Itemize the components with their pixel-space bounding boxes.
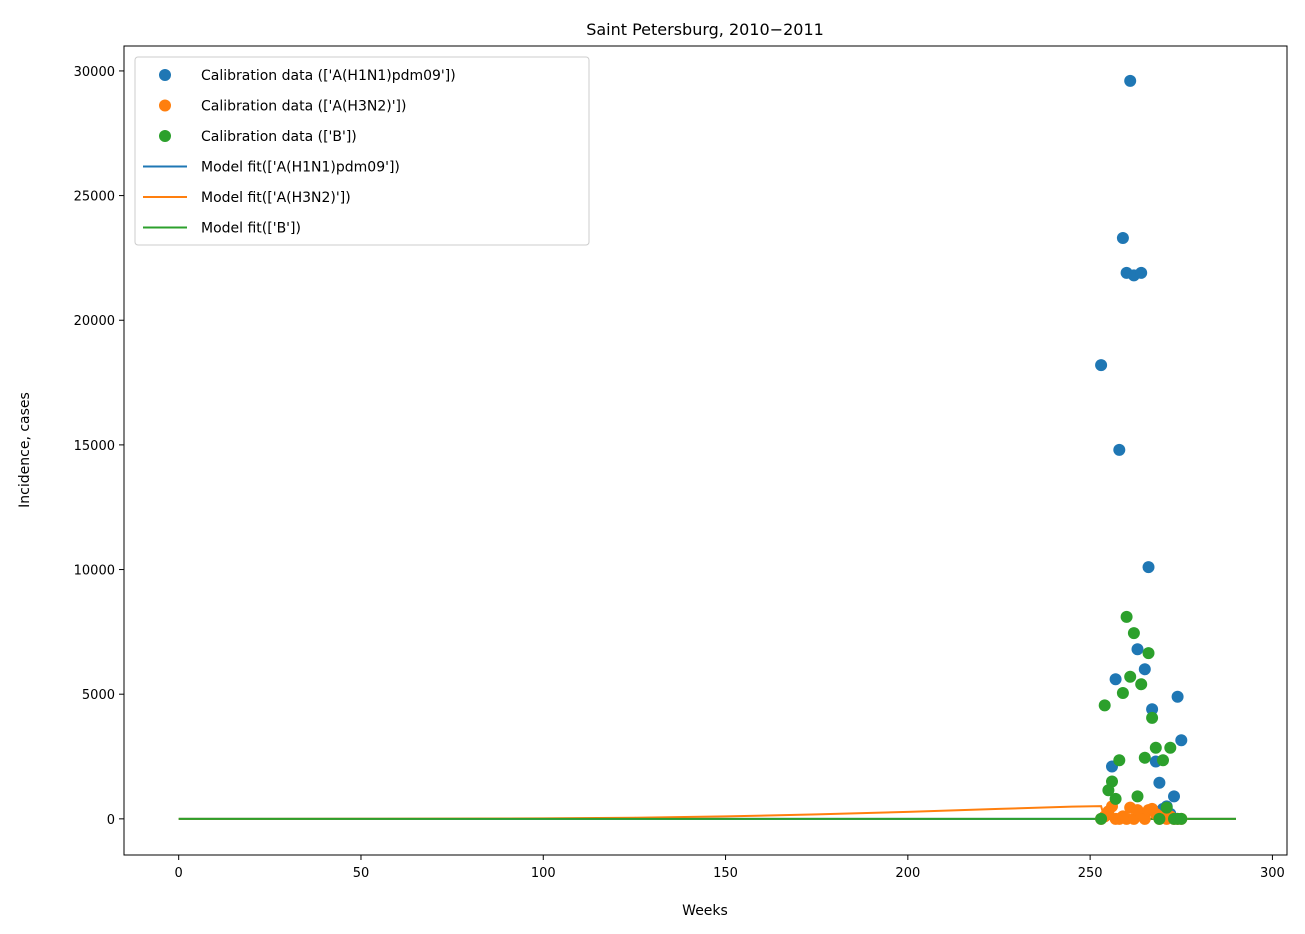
y-tick-label: 15000 bbox=[74, 439, 115, 454]
y-tick-label: 25000 bbox=[74, 190, 115, 205]
data-point bbox=[1113, 754, 1126, 767]
y-tick-label: 5000 bbox=[82, 688, 115, 703]
data-point bbox=[1095, 359, 1108, 372]
data-point bbox=[1116, 232, 1129, 244]
y-axis-label: Incidence, cases bbox=[17, 392, 33, 508]
data-point bbox=[1142, 561, 1155, 574]
data-point bbox=[1106, 775, 1118, 788]
legend-marker bbox=[159, 99, 171, 112]
data-point bbox=[1109, 673, 1122, 686]
x-tick-label: 300 bbox=[1260, 866, 1285, 881]
x-tick-label: 100 bbox=[531, 866, 556, 881]
legend-label: Model fit(['A(H3N2)']) bbox=[201, 190, 351, 206]
data-point bbox=[1131, 790, 1144, 803]
data-point bbox=[1149, 741, 1162, 754]
x-axis-label: Weeks bbox=[682, 903, 728, 919]
legend-box bbox=[134, 56, 590, 246]
legend-marker bbox=[159, 130, 171, 142]
data-point bbox=[1098, 699, 1111, 712]
data-point bbox=[1135, 678, 1148, 691]
x-tick-label: 0 bbox=[175, 866, 183, 881]
data-point bbox=[1160, 801, 1173, 814]
x-tick-label: 250 bbox=[1078, 866, 1103, 881]
x-tick-label: 50 bbox=[353, 866, 370, 881]
plot-frame bbox=[123, 45, 1288, 856]
legend-label: Model fit(['B']) bbox=[201, 221, 301, 237]
x-tick-label: 150 bbox=[713, 866, 738, 881]
y-tick-label: 0 bbox=[107, 813, 115, 828]
data-point bbox=[1120, 610, 1133, 623]
legend-label: Model fit(['A(H1N1)pdm09']) bbox=[201, 160, 400, 176]
data-point bbox=[1168, 790, 1180, 803]
x-tick-label: 200 bbox=[895, 866, 920, 881]
chart-title: Saint Petersburg, 2010−2011 bbox=[586, 20, 824, 39]
calibration-points bbox=[1095, 74, 1188, 825]
data-point bbox=[1116, 687, 1129, 699]
legend-label: Calibration data (['A(H1N1)pdm09']) bbox=[201, 68, 456, 84]
data-point bbox=[1095, 812, 1108, 825]
data-point bbox=[1146, 703, 1159, 716]
legend-label: Calibration data (['A(H3N2)']) bbox=[201, 99, 406, 115]
data-point bbox=[1113, 443, 1126, 456]
y-tick-label: 20000 bbox=[74, 314, 115, 329]
data-point bbox=[1131, 643, 1144, 656]
model-fit-line bbox=[178, 805, 1236, 820]
data-point bbox=[1142, 647, 1155, 660]
data-point bbox=[1157, 754, 1169, 767]
legend-marker bbox=[159, 69, 171, 81]
data-point bbox=[1153, 776, 1166, 789]
data-point bbox=[1127, 627, 1140, 640]
data-point bbox=[1135, 266, 1148, 279]
data-point bbox=[1109, 792, 1122, 805]
data-point bbox=[1138, 663, 1151, 676]
data-point bbox=[1164, 741, 1177, 754]
x-axis: 0 50 100 150 200 250 300 bbox=[175, 855, 1285, 881]
data-point bbox=[1175, 812, 1188, 825]
y-tick-label: 10000 bbox=[74, 564, 115, 579]
data-point bbox=[1171, 690, 1184, 703]
y-axis: 0 5000 10000 15000 20000 25000 30000 bbox=[74, 65, 124, 828]
data-point bbox=[1175, 734, 1188, 747]
data-point bbox=[1124, 74, 1137, 87]
legend-label: Calibration data (['B']) bbox=[201, 129, 357, 145]
data-point bbox=[1138, 751, 1151, 764]
data-point bbox=[1146, 711, 1159, 724]
model-lines bbox=[178, 805, 1236, 820]
y-tick-label: 30000 bbox=[74, 65, 115, 80]
data-point bbox=[1124, 670, 1137, 683]
data-point bbox=[1153, 812, 1166, 825]
legend: Calibration data (['A(H1N1)pdm09']) Calib… bbox=[134, 56, 590, 246]
